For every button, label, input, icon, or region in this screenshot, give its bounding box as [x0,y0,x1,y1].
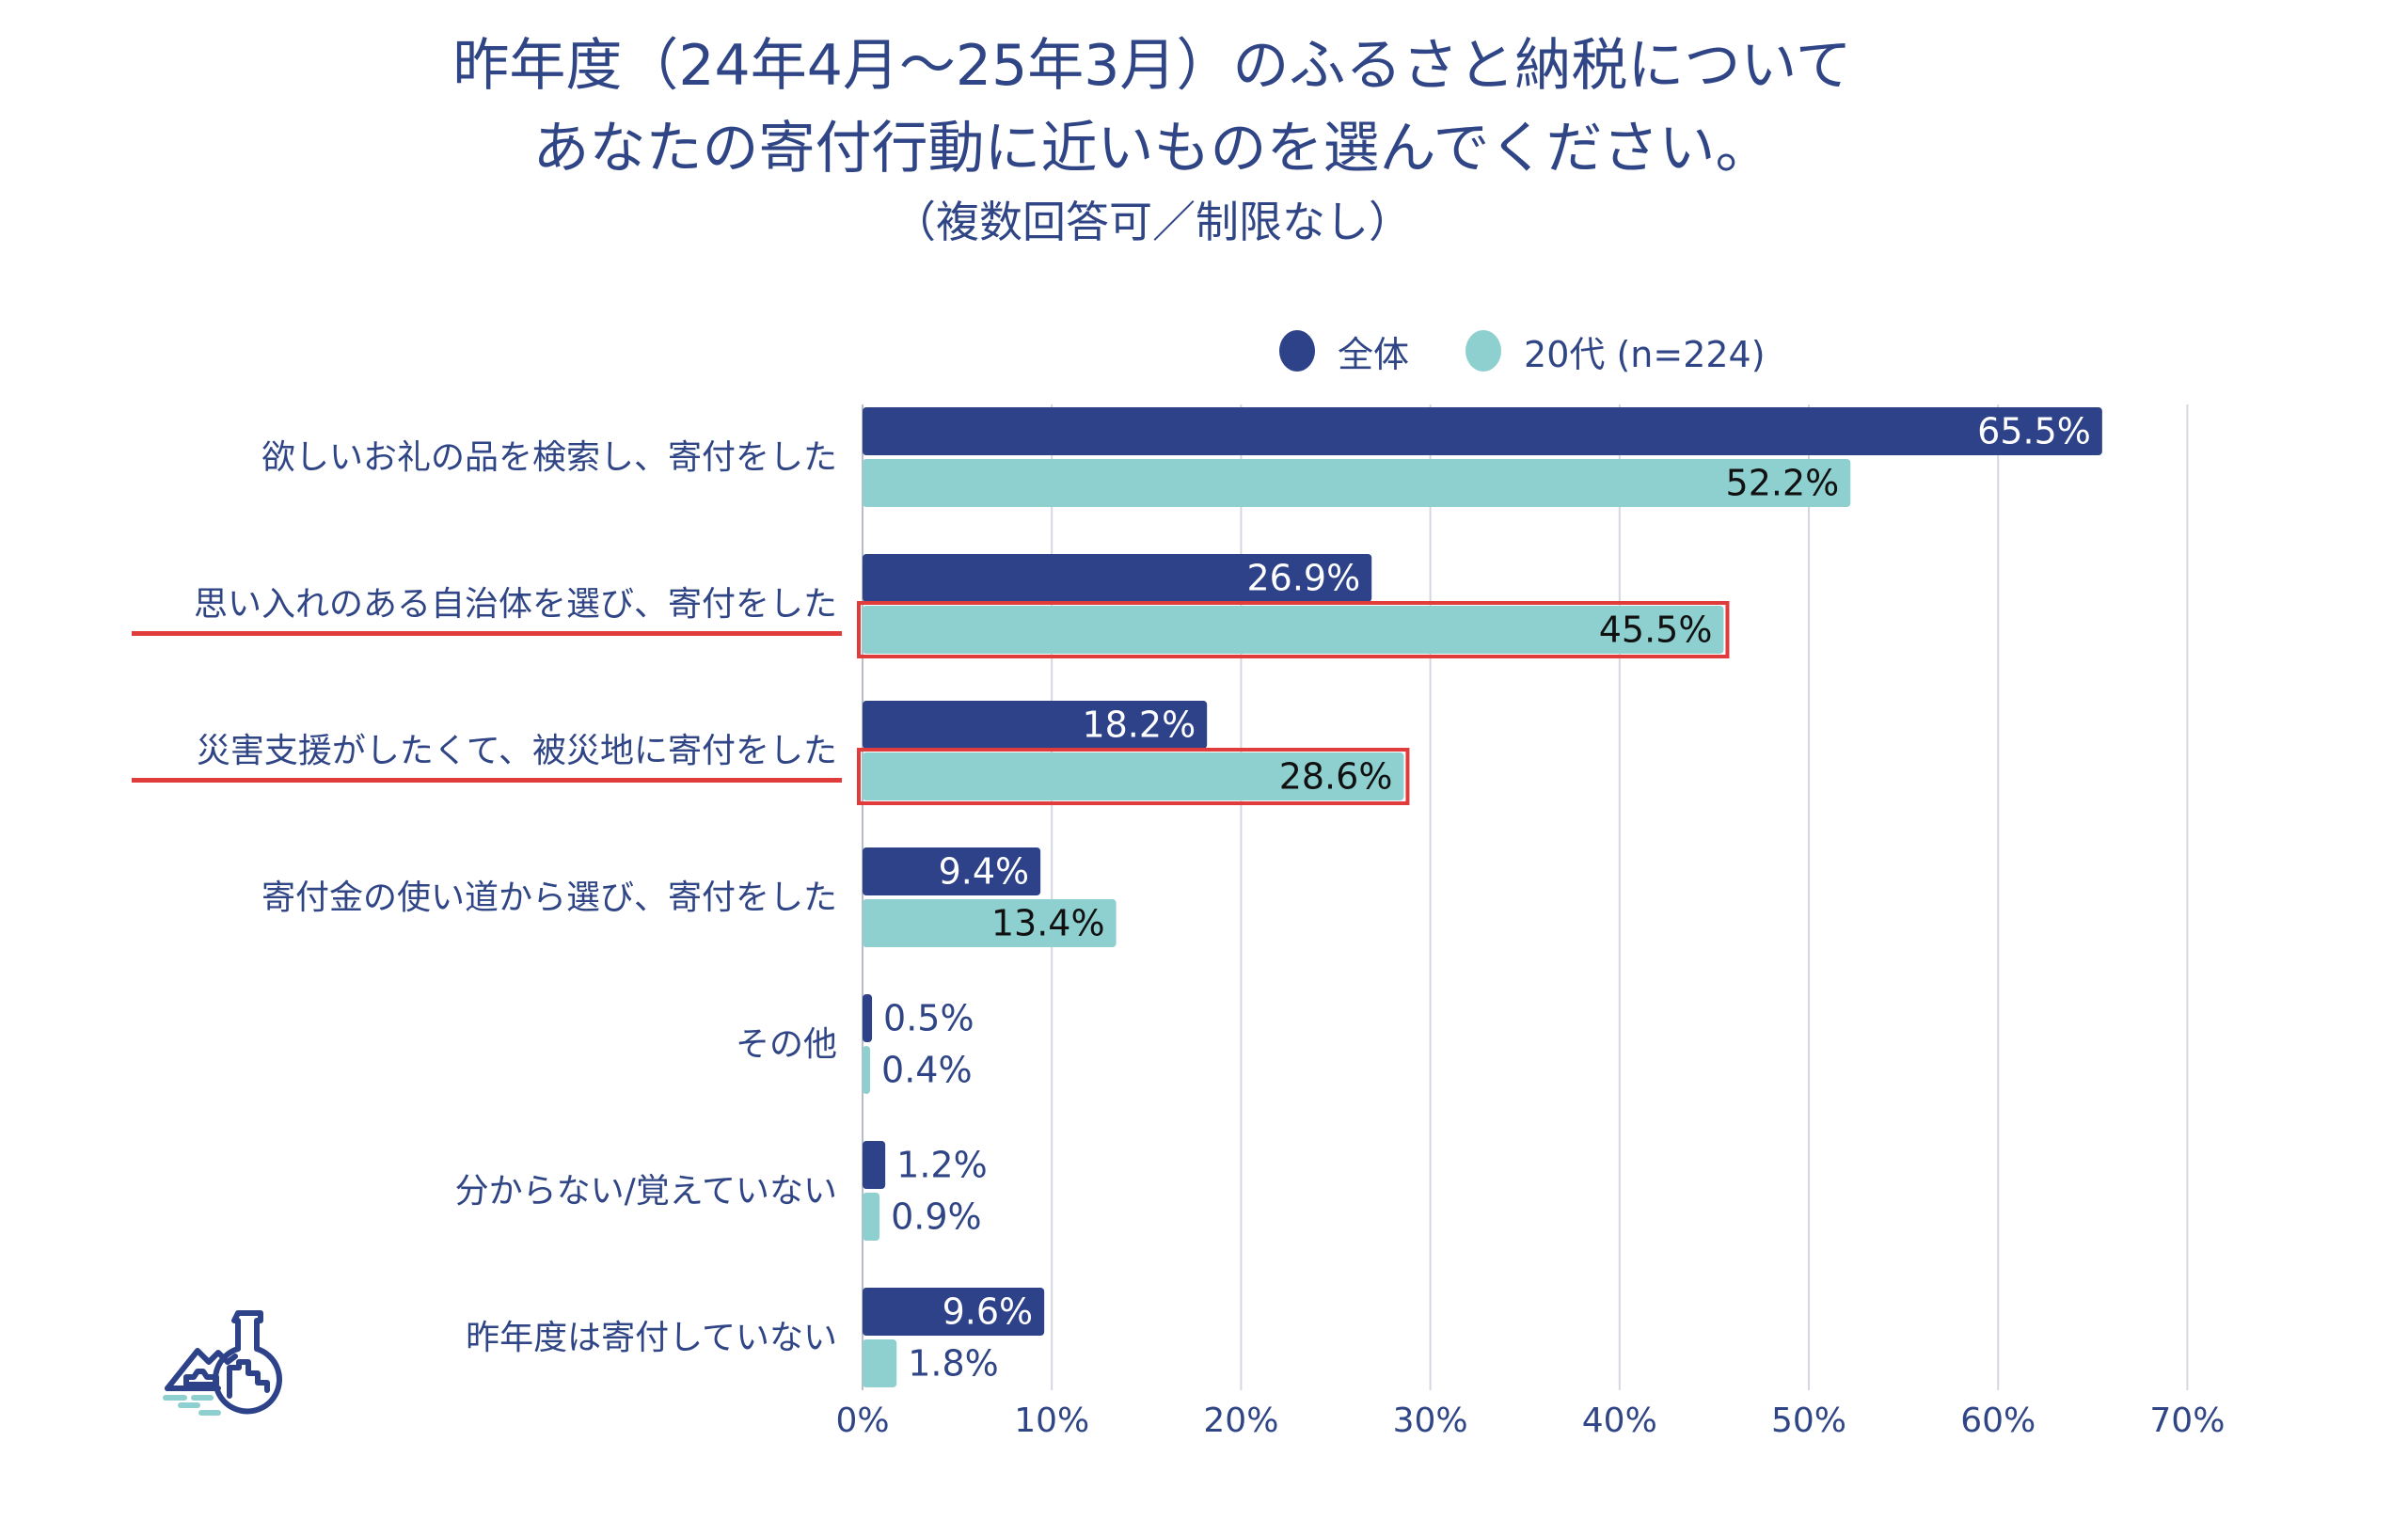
bar-20s [863,459,1851,507]
category-label: その他 [736,1025,837,1064]
x-tick-label: 70% [2149,1401,2225,1440]
x-tick-label: 40% [1582,1401,1657,1440]
data-label-20s: 45.5% [1599,610,1713,651]
category-label: 思い入れのある自治体を選び、寄付をした [194,585,837,624]
bar-all [863,994,873,1042]
category-label: 災害支援がしたくて、被災地に寄付をした [197,732,837,770]
data-label-all: 65.5% [1977,411,2091,452]
category-label: 昨年度は寄付していない [466,1319,837,1357]
bar-all [863,847,1041,895]
bar-all [863,407,2102,455]
data-label-all: 9.6% [943,1291,1034,1333]
bar-20s [863,606,1724,654]
x-tick-label: 30% [1393,1401,1468,1440]
category-label: 欲しいお礼の品を検索し、寄付をした [261,438,837,477]
category-label: 寄付金の使い道から選び、寄付をした [261,879,837,917]
chart-subtitle: （複数回答可／制限なし） [893,197,1412,247]
bar-all [863,1288,1045,1336]
bar-20s [863,1193,880,1241]
category-label: 分からない/覚えていない [455,1172,837,1211]
highlight-underline [132,631,842,636]
x-tick-label: 60% [1960,1401,2036,1440]
chart-title-line-2: あなたの寄付行動に近いものを選んでください。 [532,116,1772,182]
data-label-20s: 0.9% [891,1196,982,1238]
bar-all [863,701,1208,749]
data-label-20s: 0.4% [881,1050,973,1091]
x-tick-label: 50% [1771,1401,1846,1440]
data-label-all: 0.5% [883,998,974,1039]
bar-20s [863,1046,871,1094]
bar-20s [863,899,1117,947]
bar-20s [863,752,1404,800]
chart-title-line-1: 昨年度（24年4月～25年3月）のふるさと納税について [452,33,1852,99]
highlight-box [857,601,1730,658]
legend-label-all: 全体 [1338,333,1410,375]
legend-item-20s: 20代 (n=224) [1465,325,1766,377]
data-label-all: 26.9% [1247,558,1361,599]
bar-all [863,554,1372,602]
legend-swatch-all [1279,330,1315,372]
legend: 全体 20代 (n=224) [1279,325,1822,377]
legend-label-20s: 20代 (n=224) [1524,333,1766,375]
highlight-box [857,748,1410,805]
flask-landscape-icon [163,1310,282,1416]
bar-all [863,1141,886,1189]
data-label-all: 9.4% [939,851,1030,893]
highlight-underline [132,778,842,783]
x-tick-label: 0% [835,1401,889,1440]
data-label-20s: 13.4% [991,903,1105,944]
legend-swatch-20s [1465,330,1502,372]
x-tick-label: 20% [1203,1401,1278,1440]
data-label-all: 1.2% [896,1145,988,1186]
legend-item-all: 全体 [1279,325,1409,377]
data-label-all: 18.2% [1082,705,1196,746]
data-label-20s: 52.2% [1726,463,1840,504]
data-label-20s: 1.8% [908,1343,999,1385]
bar-20s [863,1339,897,1387]
data-label-20s: 28.6% [1279,756,1393,798]
x-tick-label: 10% [1014,1401,1089,1440]
